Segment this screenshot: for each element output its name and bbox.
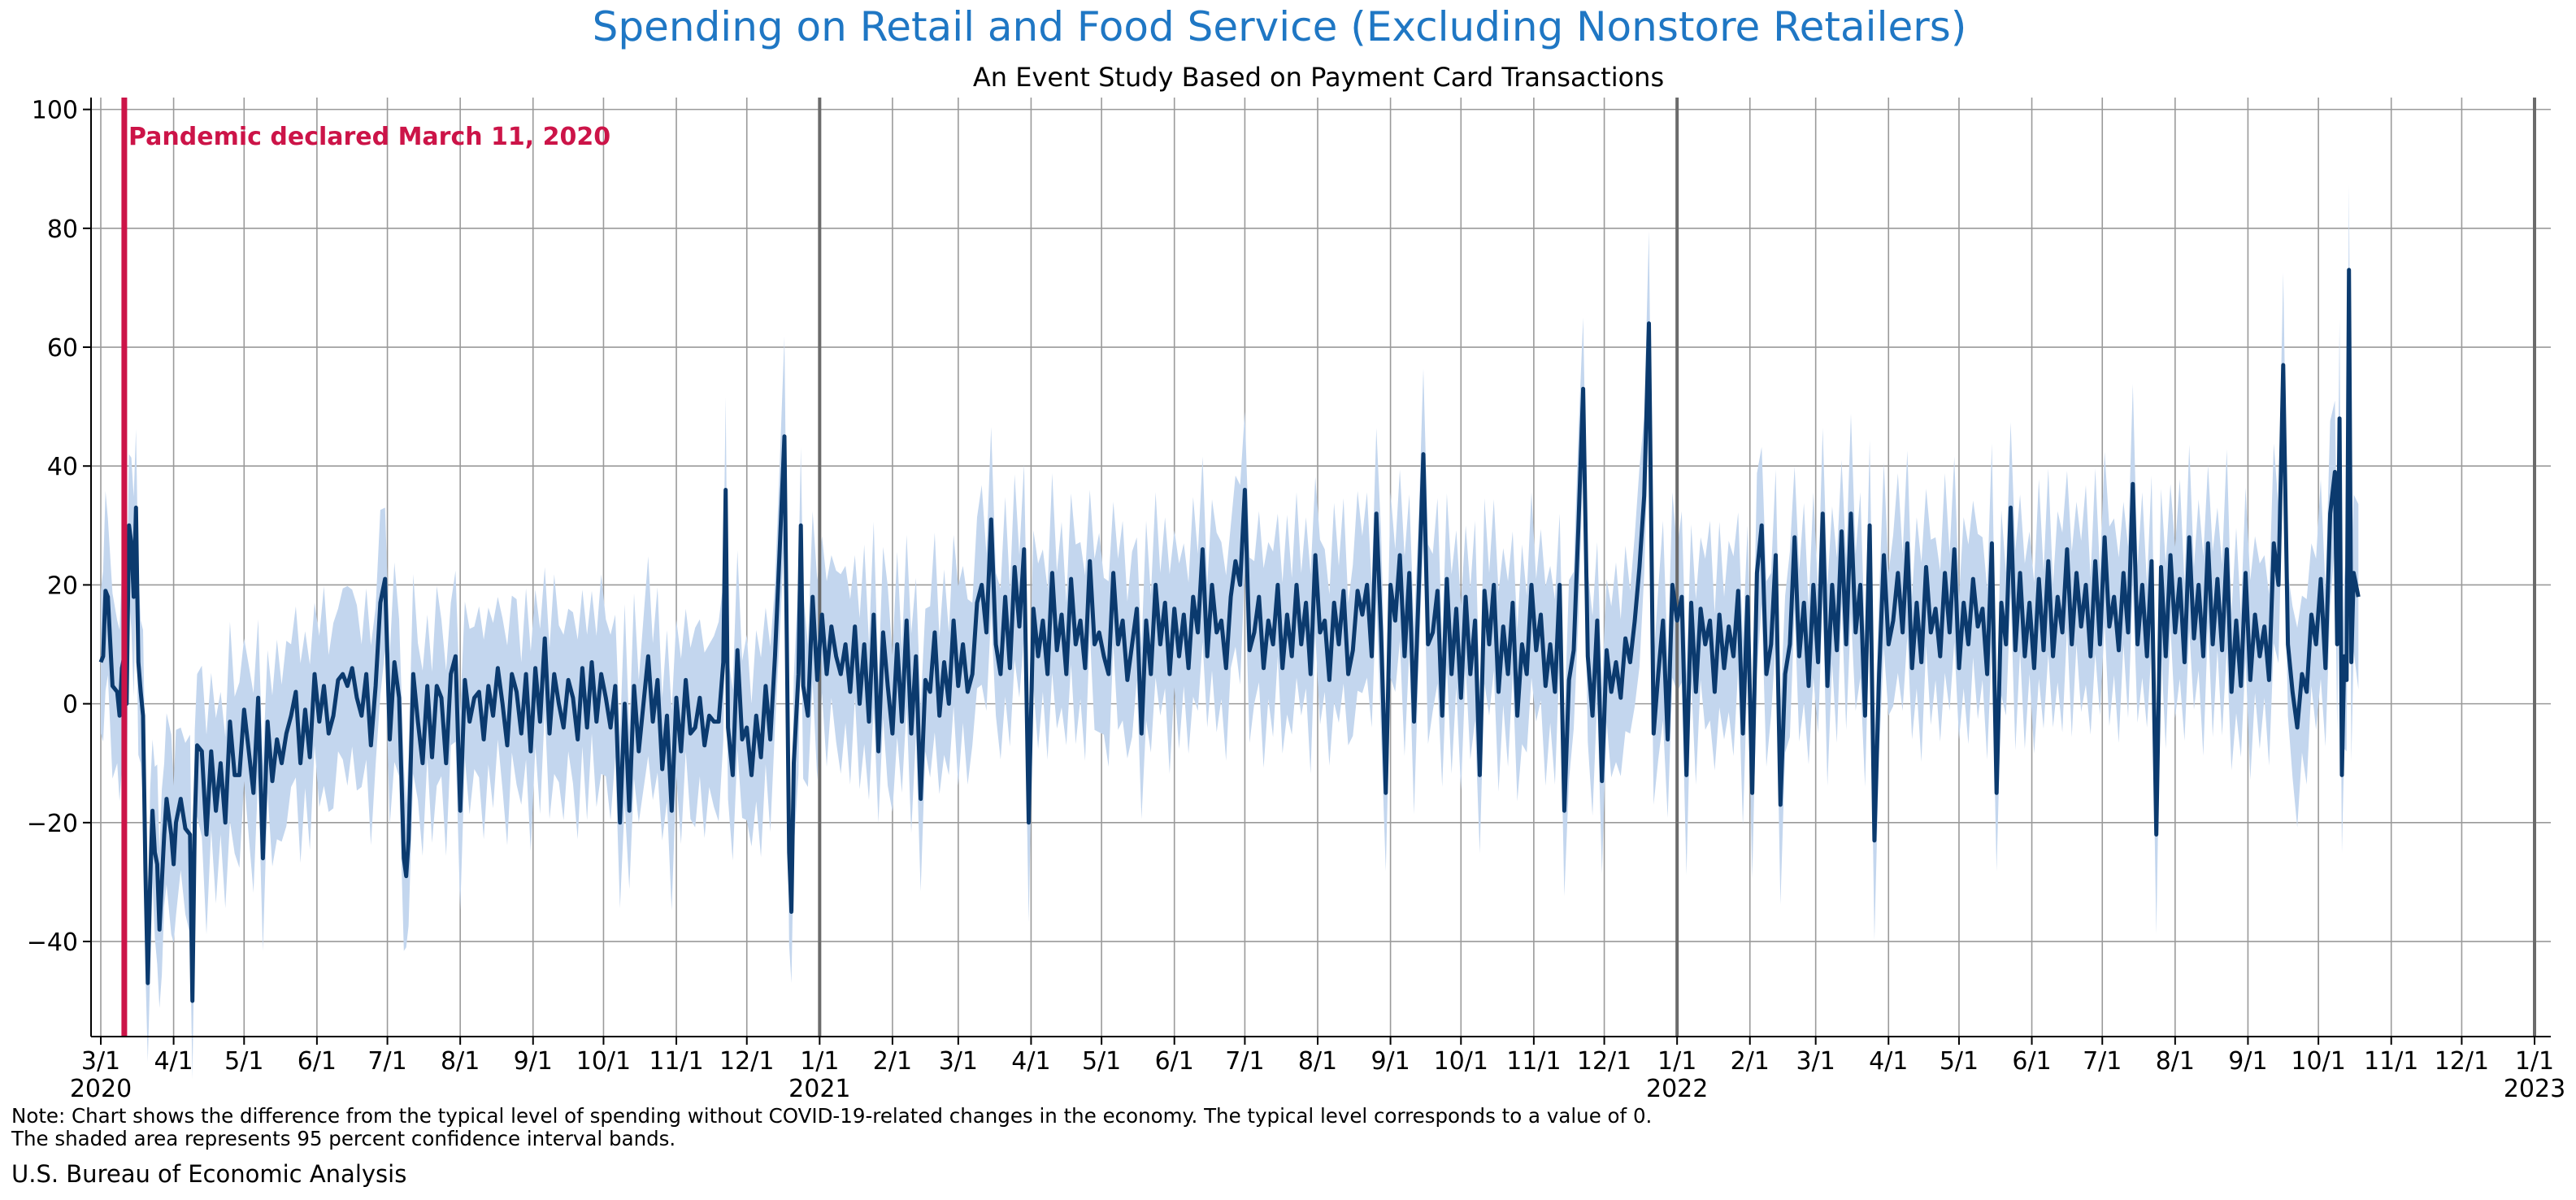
x-tick-label: 12/1 [719,1047,774,1076]
x-tick-label: 11/1 [649,1047,703,1076]
series [98,267,2361,1003]
x-year-label: 2021 [788,1075,850,1103]
x-tick-label: 2/1 [1731,1047,1770,1076]
y-tick-label: 100 [32,97,78,125]
series-line [98,267,2361,1003]
x-tick-label: 4/1 [1011,1047,1050,1076]
x-tick-label: 5/1 [1940,1047,1979,1076]
chart-note: Note: Chart shows the difference from th… [11,1104,1652,1128]
x-tick-label: 10/1 [1434,1047,1488,1076]
y-tick-label: 80 [47,215,78,244]
source-label: U.S. Bureau of Economic Analysis [11,1160,406,1188]
x-tick-label: 7/1 [367,1047,406,1076]
x-tick-label: 1/1 [800,1047,839,1076]
x-tick-label: 3/1 [1796,1047,1835,1076]
y-tick-label: 20 [47,572,78,600]
x-tick-label: 7/1 [2083,1047,2122,1076]
y-tick-label: 40 [47,453,78,481]
x-tick-label: 10/1 [576,1047,631,1076]
x-tick-label: 6/1 [1155,1047,1194,1076]
x-tick-label: 9/1 [1371,1047,1410,1076]
x-tick-label: 4/1 [154,1047,193,1076]
x-tick-label: 8/1 [441,1047,480,1076]
chart-title: Spending on Retail and Food Service (Exc… [593,3,1967,50]
x-tick-label: 2/1 [873,1047,912,1076]
x-tick-label: 9/1 [514,1047,553,1076]
x-tick-label: 3/1 [939,1047,978,1076]
x-tick-label: 4/1 [1869,1047,1908,1076]
x-year-label: 2020 [70,1075,132,1103]
y-tick-label: −20 [27,810,78,838]
x-tick-label: 8/1 [2156,1047,2195,1076]
x-tick-label: 8/1 [1298,1047,1337,1076]
x-tick-label: 5/1 [1082,1047,1121,1076]
x-tick-label: 6/1 [298,1047,337,1076]
x-tick-label: 7/1 [1225,1047,1264,1076]
x-tick-label: 11/1 [1506,1047,1561,1076]
y-tick-label: 60 [47,334,78,363]
x-tick-label: 12/1 [1577,1047,1631,1076]
x-tick-label: 12/1 [2435,1047,2489,1076]
event-marker: Pandemic declared March 11, 2020 [121,98,610,1037]
x-tick-label: 1/1 [2515,1047,2554,1076]
event-label: Pandemic declared March 11, 2020 [128,123,610,151]
x-tick-label: 9/1 [2228,1047,2267,1076]
chart-note-ci: The shaded area represents 95 percent co… [11,1127,675,1150]
y-tick-label: 0 [63,691,78,720]
x-year-label: 2023 [2504,1075,2565,1103]
x-tick-label: 6/1 [2012,1047,2051,1076]
x-tick-label: 11/1 [2364,1047,2418,1076]
x-tick-label: 5/1 [224,1047,263,1076]
x-tick-label: 10/1 [2291,1047,2345,1076]
year-lines [818,98,2536,1037]
x-tick-label: 1/1 [1657,1047,1696,1076]
x-tick-label: 3/1 [81,1047,120,1076]
y-tick-label: −40 [27,928,78,957]
x-year-label: 2022 [1646,1075,1708,1103]
chart-subtitle: An Event Study Based on Payment Card Tra… [973,62,1664,93]
